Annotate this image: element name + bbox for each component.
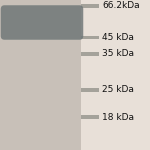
Text: 35 kDa: 35 kDa xyxy=(102,50,134,58)
Text: 45 kDa: 45 kDa xyxy=(102,33,134,42)
Bar xyxy=(81,115,99,119)
Bar xyxy=(81,36,99,39)
Bar xyxy=(81,52,99,56)
Bar xyxy=(81,4,99,8)
Text: 66.2kDa: 66.2kDa xyxy=(102,2,140,10)
Bar xyxy=(81,0,150,150)
FancyBboxPatch shape xyxy=(1,5,83,40)
Text: 25 kDa: 25 kDa xyxy=(102,85,134,94)
Text: 18 kDa: 18 kDa xyxy=(102,112,134,122)
Bar xyxy=(81,88,99,92)
Bar xyxy=(0,0,81,150)
